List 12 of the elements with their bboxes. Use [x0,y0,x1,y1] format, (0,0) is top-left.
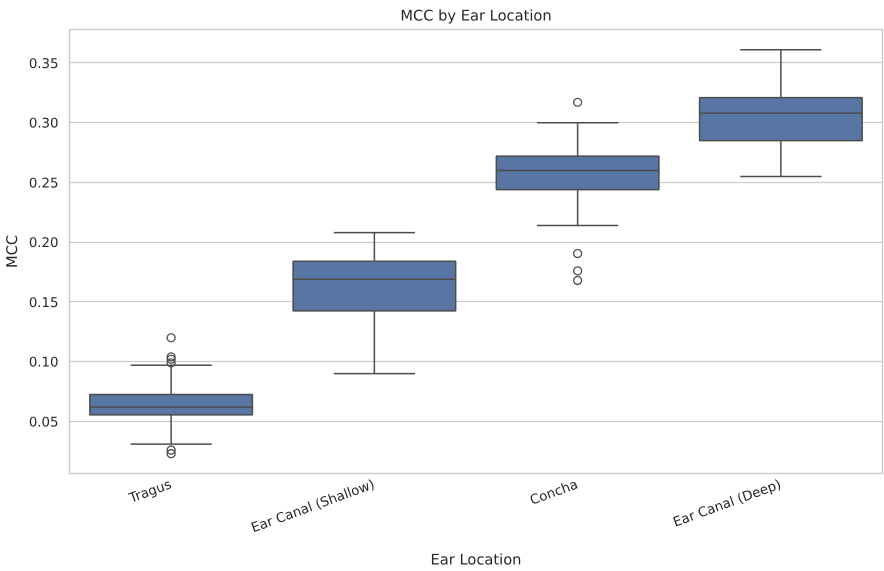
y-axis-title: MCC [4,234,21,268]
x-axis-title: Ear Location [430,551,522,568]
chart-title: MCC by Ear Location [400,8,552,24]
y-tick-label: 0.15 [28,296,59,311]
y-tick-label: 0.05 [28,415,59,430]
y-tick-label: 0.30 [28,116,59,132]
y-tick-label: 0.20 [28,236,59,252]
y-tick-label: 0.35 [28,56,59,72]
y-tick-label: 0.25 [28,176,59,192]
y-tick-label: 0.10 [28,356,59,371]
x-tick-label: Concha [528,477,580,509]
x-tick-label: Tragus [126,477,174,507]
